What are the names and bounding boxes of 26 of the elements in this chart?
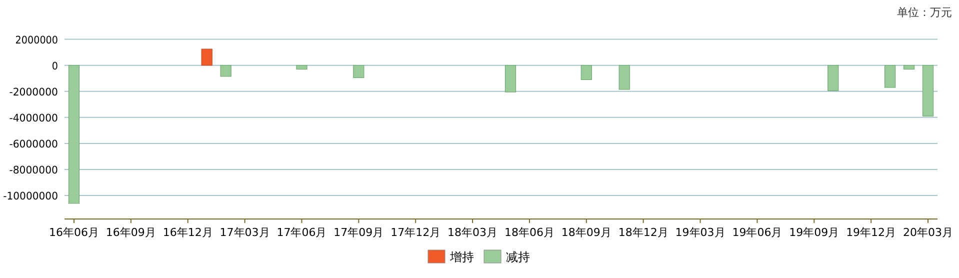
x-tick-label: 17年06月 [276,226,327,239]
y-tick-label: -8000000 [9,164,60,177]
x-tick-label: 19年03月 [675,226,726,239]
x-tick-label: 17年03月 [220,226,270,239]
legend-label: 增持 [449,250,474,264]
x-tick-label: 16年12月 [162,226,213,239]
x-tick-label: 16年09月 [106,226,156,239]
x-tick-label: 19年09月 [789,226,840,239]
x-tick-label: 19年12月 [846,226,896,239]
y-tick-label: 2000000 [15,34,62,46]
text: 单位：万元 [897,6,952,19]
x-tick-label: 18年03月 [448,226,498,239]
x-tick-label: 20年03月 [903,226,954,239]
y-tick-label: -2000000 [9,86,60,98]
x-tick-label: 18年09月 [561,226,612,239]
x-tick-label: 18年06月 [504,226,554,239]
y-tick-label: 0 [52,60,59,72]
x-tick-label: 16年06月 [48,226,99,239]
x-tick-label: 18年12月 [618,226,668,239]
x-tick-label: 19年06月 [732,226,782,239]
y-tick-label: -10000000 [3,190,60,203]
legend-label: 减持 [506,250,530,264]
x-tick-label: 17年12月 [390,226,441,239]
x-tick-label: 17年09月 [334,226,384,239]
y-tick-label: -6000000 [9,138,60,150]
y-tick-label: -4000000 [9,112,60,124]
